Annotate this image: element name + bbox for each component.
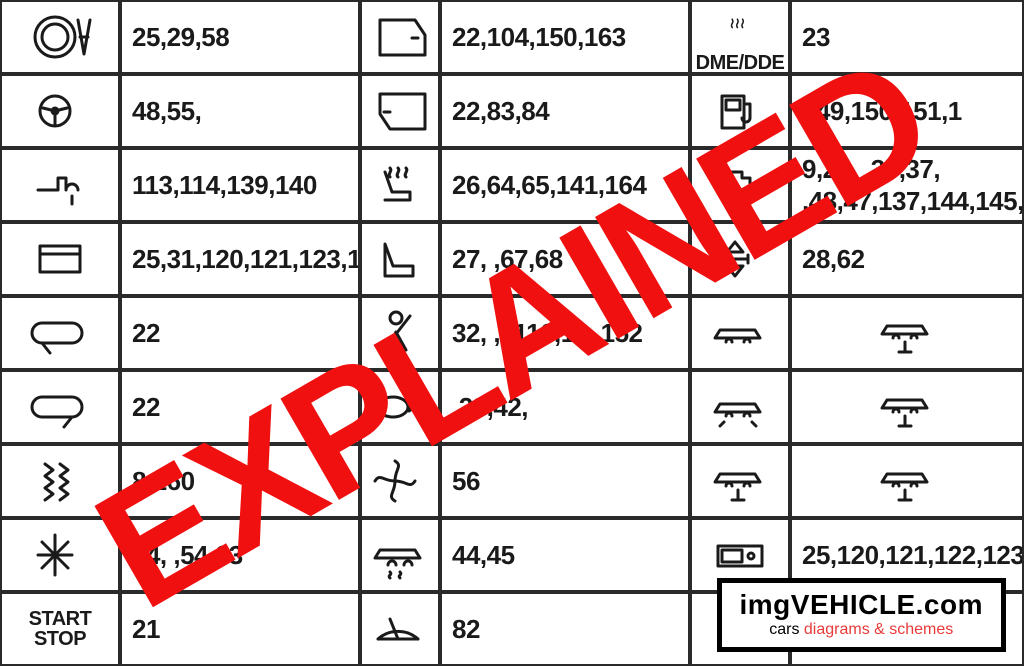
car-diag-icon [690,296,790,370]
fuel-pump-icon [690,74,790,148]
car-lift-icon [790,444,1024,518]
car-lift-icon [790,370,1024,444]
suspension-icon [690,222,790,296]
value-cell: 22 [120,370,360,444]
value-cell: 22,83,84 [440,74,690,148]
tagline-a: cars [769,621,804,638]
value-cell: 25,29,58 [120,0,360,74]
wiper-icon [360,592,440,666]
tagline-b: diagrams & schemes [804,621,953,638]
value-cell: 22 [120,296,360,370]
value-cell: 8,160 [120,444,360,518]
watermark-brand: imgVEHICLE.com [740,589,984,621]
trailer-hitch-icon [0,148,120,222]
brand-suffix: .com [916,589,983,620]
mirror2-icon [0,370,120,444]
value-cell: 113,114,139,140 [120,148,360,222]
brand-prefix: img [740,589,791,620]
car-jack-icon [690,444,790,518]
icon-label: START STOP [6,609,114,649]
snowflake-icon [0,518,120,592]
door-rear-icon [360,74,440,148]
fan-icon [360,444,440,518]
brand-main: VEHICLE [791,589,916,620]
abs-warning-icon [0,0,120,74]
value-cell: 27, ,67,68 [440,222,690,296]
circulate-icon [360,370,440,444]
car-wheels-icon [690,370,790,444]
seatbelt-icon [360,296,440,370]
watermark-badge: imgVEHICLE.com cars diagrams & schemes [717,578,1007,652]
fuse-symbol-table: 25,29,58 22,104,150,163 DME/DDE23 48,55, 22,… [0,0,1024,666]
value-cell: 9,21, ,36,37, ,48,47,137,144,145,146 [790,148,1024,222]
value-cell: ,28,42, [440,370,690,444]
value-cell: 149,150,151,1 [790,74,1024,148]
value-cell: 24, ,54,63 [120,518,360,592]
value-cell: 26,64,65,141,164 [440,148,690,222]
value-cell: 48,55, [120,74,360,148]
value-cell: 82 [440,592,690,666]
seat-icon [360,222,440,296]
value-cell: 22,104,150,163 [440,0,690,74]
icon-label: DME/DDE [696,53,785,73]
shock-icon [0,444,120,518]
value-cell: 23 [790,0,1024,74]
value-cell: 28,62 [790,222,1024,296]
start-stop-icon: START STOP [0,592,120,666]
value-cell: 25,31,120,121,123,125,126,128,142,147,15… [120,222,360,296]
value-cell: 56 [440,444,690,518]
mirror-icon [0,296,120,370]
steering-wheel-icon [0,74,120,148]
watermark-tagline: cars diagrams & schemes [740,621,984,639]
value-cell: 21 [120,592,360,666]
car-lift-icon [790,296,1024,370]
heated-seat-icon [360,148,440,222]
dme-dde-icon: DME/DDE [690,0,790,74]
car-under-icon [360,518,440,592]
door-front-icon [360,0,440,74]
value-cell: 44,45 [440,518,690,592]
value-cell: 32, , ,116,11 ,152 [440,296,690,370]
engine-icon [690,148,790,222]
screen-icon [0,222,120,296]
